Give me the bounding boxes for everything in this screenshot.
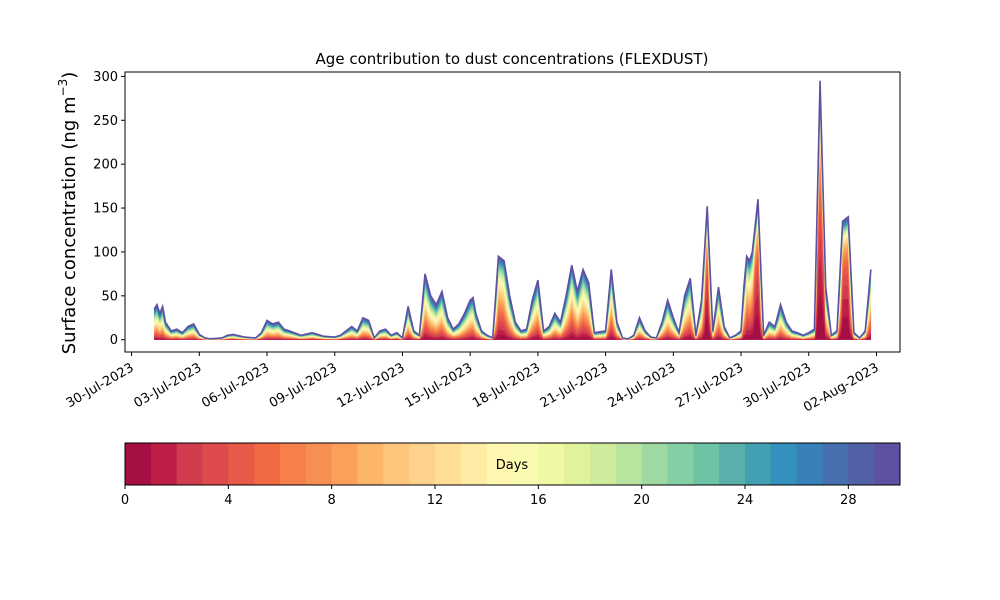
colorbar-segment-12 — [435, 443, 462, 485]
x-tick-label: 12-Jul-2023 — [335, 360, 408, 411]
colorbar-segment-24 — [745, 443, 772, 485]
colorbar-segment-13 — [460, 443, 488, 485]
colorbar-tick-label: 24 — [737, 493, 754, 508]
colorbar-segment-26 — [796, 443, 823, 485]
colorbar-tick-label: 0 — [121, 493, 129, 508]
age-band-28 — [153, 83, 872, 340]
x-tick-label: 03-Jul-2023 — [131, 360, 204, 411]
colorbar-frame — [124, 442, 901, 486]
age-band-18 — [153, 107, 872, 340]
colorbar-tick-label: 28 — [840, 493, 857, 508]
colorbar-segment-19 — [615, 443, 643, 485]
x-tick-label: 27-Jul-2023 — [673, 360, 746, 411]
colorbar-segment-7 — [305, 443, 333, 485]
y-axis-label-text: Surface concentration (ng m — [59, 96, 80, 354]
colorbar-segment-23 — [719, 443, 746, 485]
x-tick-label: 02-Aug-2023 — [801, 360, 881, 415]
colorbar-segment-17 — [564, 443, 591, 485]
colorbar-segment-11 — [409, 443, 436, 485]
colorbar-segment-6 — [280, 443, 307, 485]
chart-title: Age contribution to dust concentrations … — [316, 50, 709, 68]
colorbar-segment-2 — [176, 443, 203, 485]
x-tick-label: 18-Jul-2023 — [470, 360, 543, 411]
age-band-17 — [153, 109, 872, 340]
colorbar-segment-10 — [383, 443, 410, 485]
x-tick-label: 30-Jul-2023 — [64, 360, 137, 411]
colorbar-tick-label: 16 — [530, 493, 547, 508]
colorbar-segment-9 — [357, 443, 384, 485]
colorbar-tick-label: 12 — [427, 493, 444, 508]
x-tick-label: 06-Jul-2023 — [199, 360, 272, 411]
colorbar-segment-16 — [538, 443, 565, 485]
x-tick-label: 15-Jul-2023 — [402, 360, 475, 411]
y-axis: 0 50 100 150 200 250 300 — [93, 70, 901, 353]
y-axis-label-suffix: ) — [59, 72, 80, 79]
colorbar-label: Days — [496, 458, 529, 473]
colorbar-segment-3 — [202, 443, 229, 485]
colorbar-segment-29 — [874, 443, 901, 485]
y-tick-label: 150 — [93, 202, 118, 217]
colorbar: 0 4 8 12 16 20 24 28 — [121, 442, 901, 508]
x-tick-label: 21-Jul-2023 — [538, 360, 611, 411]
colorbar-segment-15 — [512, 443, 539, 485]
colorbar-segment-20 — [641, 443, 668, 485]
y-tick-label: 200 — [93, 158, 118, 173]
total-concentration-line — [153, 80, 872, 340]
age-band-27 — [153, 85, 872, 340]
y-tick-label: 0 — [110, 333, 118, 348]
colorbar-segment-14 — [486, 443, 513, 485]
age-band-24 — [153, 92, 872, 340]
plot-frame — [124, 71, 901, 353]
x-axis: 30-Jul-202303-Jul-202306-Jul-202309-Jul-… — [64, 352, 881, 416]
colorbar-segment-25 — [770, 443, 798, 485]
age-band-25 — [153, 90, 872, 340]
colorbar-tick-label: 4 — [224, 493, 232, 508]
y-axis-label-exponent: −3 — [56, 79, 70, 97]
y-axis-label: Surface concentration (ng m−3) — [56, 72, 80, 355]
age-band-22 — [153, 97, 872, 340]
colorbar-segment-18 — [590, 443, 617, 485]
colorbar-segment-27 — [822, 443, 849, 485]
age-band-26 — [153, 87, 872, 340]
y-tick-label: 50 — [101, 289, 118, 304]
age-band-20 — [153, 102, 872, 340]
colorbar-segment-22 — [693, 443, 720, 485]
colorbar-segment-28 — [848, 443, 875, 485]
colorbar-tick-label: 20 — [633, 493, 650, 508]
colorbar-segment-4 — [228, 443, 255, 485]
age-band-29 — [153, 80, 872, 340]
age-band-23 — [153, 95, 872, 340]
x-tick-label: 09-Jul-2023 — [267, 360, 340, 411]
x-tick-label: 24-Jul-2023 — [606, 360, 679, 411]
colorbar-tick-label: 8 — [328, 493, 336, 508]
plot-area — [153, 80, 872, 340]
colorbar-segment-5 — [254, 443, 281, 485]
colorbar-segment-0 — [125, 443, 152, 485]
age-band-21 — [153, 99, 872, 340]
colorbar-segment-1 — [150, 443, 178, 485]
age-band-19 — [153, 104, 872, 340]
colorbar-segment-21 — [667, 443, 694, 485]
y-tick-label: 300 — [93, 70, 118, 85]
colorbar-segment-8 — [331, 443, 358, 485]
y-tick-label: 250 — [93, 114, 118, 129]
y-tick-label: 100 — [93, 245, 118, 260]
